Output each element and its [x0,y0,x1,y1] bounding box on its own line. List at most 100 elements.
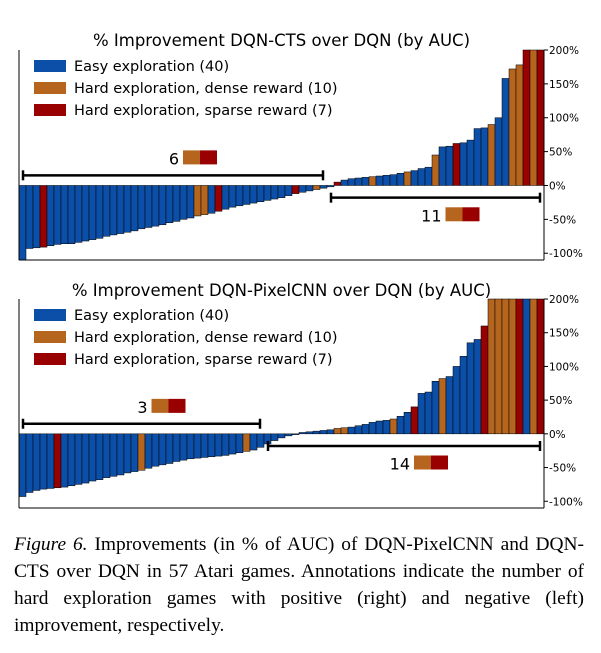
bar [67,185,76,244]
bar [179,185,188,220]
bar [130,185,139,232]
bar [515,64,524,186]
bar [417,393,426,435]
bar [529,298,538,435]
bar [32,185,41,249]
bar [445,376,454,435]
bar [536,298,545,435]
bar [508,298,517,435]
bar [298,185,307,193]
y-tick-label: -100% [549,496,583,508]
bar [144,433,153,469]
bar [53,185,62,245]
y-tick-label: 100% [549,113,579,125]
bar [494,298,503,435]
figure-caption: Figure 6. Improvements (in % of AUC) of … [14,531,584,639]
annotation-swatch-dense [151,398,169,413]
bar [508,68,517,186]
bar [102,185,111,237]
bar [116,185,125,234]
bar [123,185,132,233]
bar [438,378,447,435]
bar [340,427,349,435]
y-tick-label: 0% [549,429,566,441]
bars [18,49,545,261]
bar [459,142,468,186]
y-tick-label: -50% [549,463,576,475]
y-tick-label: 150% [549,79,579,91]
bar [102,433,111,478]
bar [95,185,104,239]
bar [319,430,328,435]
bar [354,425,363,435]
annotation-swatch-dense [445,207,463,222]
y-tick-label: 50% [549,147,572,159]
bar [284,433,293,437]
bar [151,433,160,467]
bar [536,49,545,186]
bar [466,139,475,186]
bar [326,429,335,435]
bar [207,185,216,214]
chart-title: % Improvement DQN-PixelCNN over DQN (by … [72,281,491,300]
bar [228,185,237,208]
y-tick-label: 150% [549,328,579,340]
legend-label-sparse: Hard exploration, sparse reward (7) [74,352,333,368]
bar [354,177,363,186]
bar [501,298,510,435]
bar [382,420,391,435]
bar [480,325,489,435]
bar [459,356,468,435]
legend-label-easy: Easy exploration (40) [74,59,229,75]
legend: Easy exploration (40) Hard exploration, d… [34,308,338,368]
annotation-swatch-dense [414,455,431,470]
bar [144,185,153,228]
legend-label-sparse: Hard exploration, sparse reward (7) [74,103,333,119]
y-tick-label: 50% [549,395,572,407]
bar [130,433,139,472]
bar [410,170,419,186]
bar [305,431,314,435]
bar [403,171,412,186]
bar [235,185,244,207]
figure-canvas: % Improvement DQN-CTS over DQN (by AUC) -… [18,31,583,509]
bar [74,185,83,243]
bar [417,168,426,186]
bar [256,433,265,448]
bar [389,418,398,435]
bar [18,433,27,497]
bar [361,177,370,186]
bar [193,433,202,459]
annotation-swatch-sparse [462,207,480,222]
bar [270,185,279,200]
bar [60,433,69,488]
bar [60,185,69,244]
legend-label-easy: Easy exploration (40) [74,308,229,324]
bar [214,185,223,212]
bar [375,420,384,435]
chart-panel-1: % Improvement DQN-CTS over DQN (by AUC) -… [18,31,583,261]
bar [291,433,300,435]
bar [116,433,125,476]
bar [165,185,174,223]
bar [39,433,48,490]
legend-swatch-easy [34,309,66,321]
bar [284,185,293,196]
bar [312,430,321,435]
bar [452,366,461,435]
annotation-left: 6 [21,149,325,181]
bar [494,117,503,186]
bar [193,185,202,217]
bar [172,185,181,222]
bar [431,381,440,435]
bar [452,143,461,186]
bar [333,428,342,435]
bar [165,433,174,464]
bar [81,433,90,484]
bar [347,426,356,435]
bar [39,185,48,248]
bar [256,185,265,202]
bar [207,433,216,458]
bar [270,433,279,441]
legend-swatch-dense [34,82,66,94]
